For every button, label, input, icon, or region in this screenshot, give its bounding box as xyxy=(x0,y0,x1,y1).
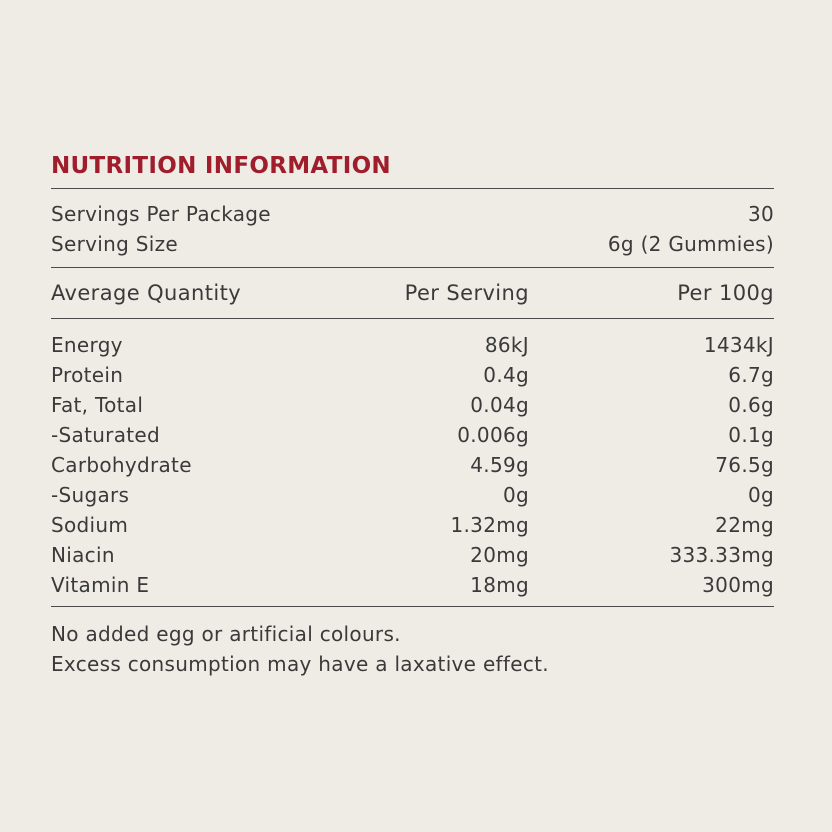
servings-per-package-value: 30 xyxy=(747,202,774,226)
per-serving-value: 86kJ xyxy=(484,333,529,357)
servings-per-package-label: Servings Per Package xyxy=(51,202,271,226)
serving-size-value: 6g (2 Gummies) xyxy=(607,232,774,256)
nutrient-name: Sodium xyxy=(51,513,129,537)
per-serving-value: 0.04g xyxy=(470,393,529,417)
divider xyxy=(51,606,774,607)
nutrient-name: Energy xyxy=(51,333,123,357)
per-100g-value: 22mg xyxy=(715,513,774,537)
nutrient-name: -Saturated xyxy=(51,423,161,447)
per-100g-value: 76.5g xyxy=(715,453,774,477)
table-row: Fat, Total 0.04g 0.6g xyxy=(51,390,774,420)
per-100g-value: 1434kJ xyxy=(703,333,774,357)
per-serving-value: 1.32mg xyxy=(450,513,529,537)
serving-size-label: Serving Size xyxy=(51,232,178,256)
per-serving-value: 0g xyxy=(502,483,529,507)
table-header: Average Quantity Per Serving Per 100g xyxy=(51,268,774,318)
table-row: Sodium 1.32mg 22mg xyxy=(51,510,774,540)
table-row: Vitamin E 18mg 300mg xyxy=(51,570,774,600)
notes-block: No added egg or artificial colours. Exce… xyxy=(51,607,774,679)
per-100g-value: 333.33mg xyxy=(669,543,774,567)
panel-title: NUTRITION INFORMATION xyxy=(51,153,391,179)
servings-per-package-row: Servings Per Package 30 xyxy=(51,199,774,229)
table-row: Protein 0.4g 6.7g xyxy=(51,360,774,390)
table-row: Energy 86kJ 1434kJ xyxy=(51,330,774,360)
nutrient-name: Carbohydrate xyxy=(51,453,192,477)
per-100g-value: 0.1g xyxy=(728,423,774,447)
per-100g-value: 300mg xyxy=(702,573,774,597)
per-serving-value: 20mg xyxy=(470,543,529,567)
per-serving-value: 4.59g xyxy=(470,453,529,477)
nutrient-name: Protein xyxy=(51,363,124,387)
divider xyxy=(51,188,774,189)
header-per-serving: Per Serving xyxy=(404,281,529,305)
per-100g-value: 0g xyxy=(747,483,774,507)
per-100g-value: 6.7g xyxy=(728,363,774,387)
note-line: No added egg or artificial colours. xyxy=(51,622,401,646)
serving-size-row: Serving Size 6g (2 Gummies) xyxy=(51,229,774,259)
per-serving-value: 0.4g xyxy=(483,363,529,387)
per-serving-value: 0.006g xyxy=(457,423,529,447)
header-per-100g: Per 100g xyxy=(677,281,774,305)
nutrient-name: Vitamin E xyxy=(51,573,150,597)
per-100g-value: 0.6g xyxy=(728,393,774,417)
nutrient-name: Niacin xyxy=(51,543,115,567)
table-row: -Sugars 0g 0g xyxy=(51,480,774,510)
table-row: Niacin 20mg 333.33mg xyxy=(51,540,774,570)
servings-block: Servings Per Package 30 Serving Size 6g … xyxy=(51,189,774,267)
nutrient-name: Fat, Total xyxy=(51,393,144,417)
header-average-quantity: Average Quantity xyxy=(51,281,242,305)
nutrition-panel: NUTRITION INFORMATION Servings Per Packa… xyxy=(51,150,774,679)
nutrient-table: Energy 86kJ 1434kJ Protein 0.4g 6.7g Fat… xyxy=(51,319,774,606)
divider xyxy=(51,267,774,268)
table-row: Carbohydrate 4.59g 76.5g xyxy=(51,450,774,480)
note-line: Excess consumption may have a laxative e… xyxy=(51,652,549,676)
per-serving-value: 18mg xyxy=(470,573,529,597)
nutrient-name: -Sugars xyxy=(51,483,130,507)
table-row: -Saturated 0.006g 0.1g xyxy=(51,420,774,450)
divider xyxy=(51,318,774,319)
